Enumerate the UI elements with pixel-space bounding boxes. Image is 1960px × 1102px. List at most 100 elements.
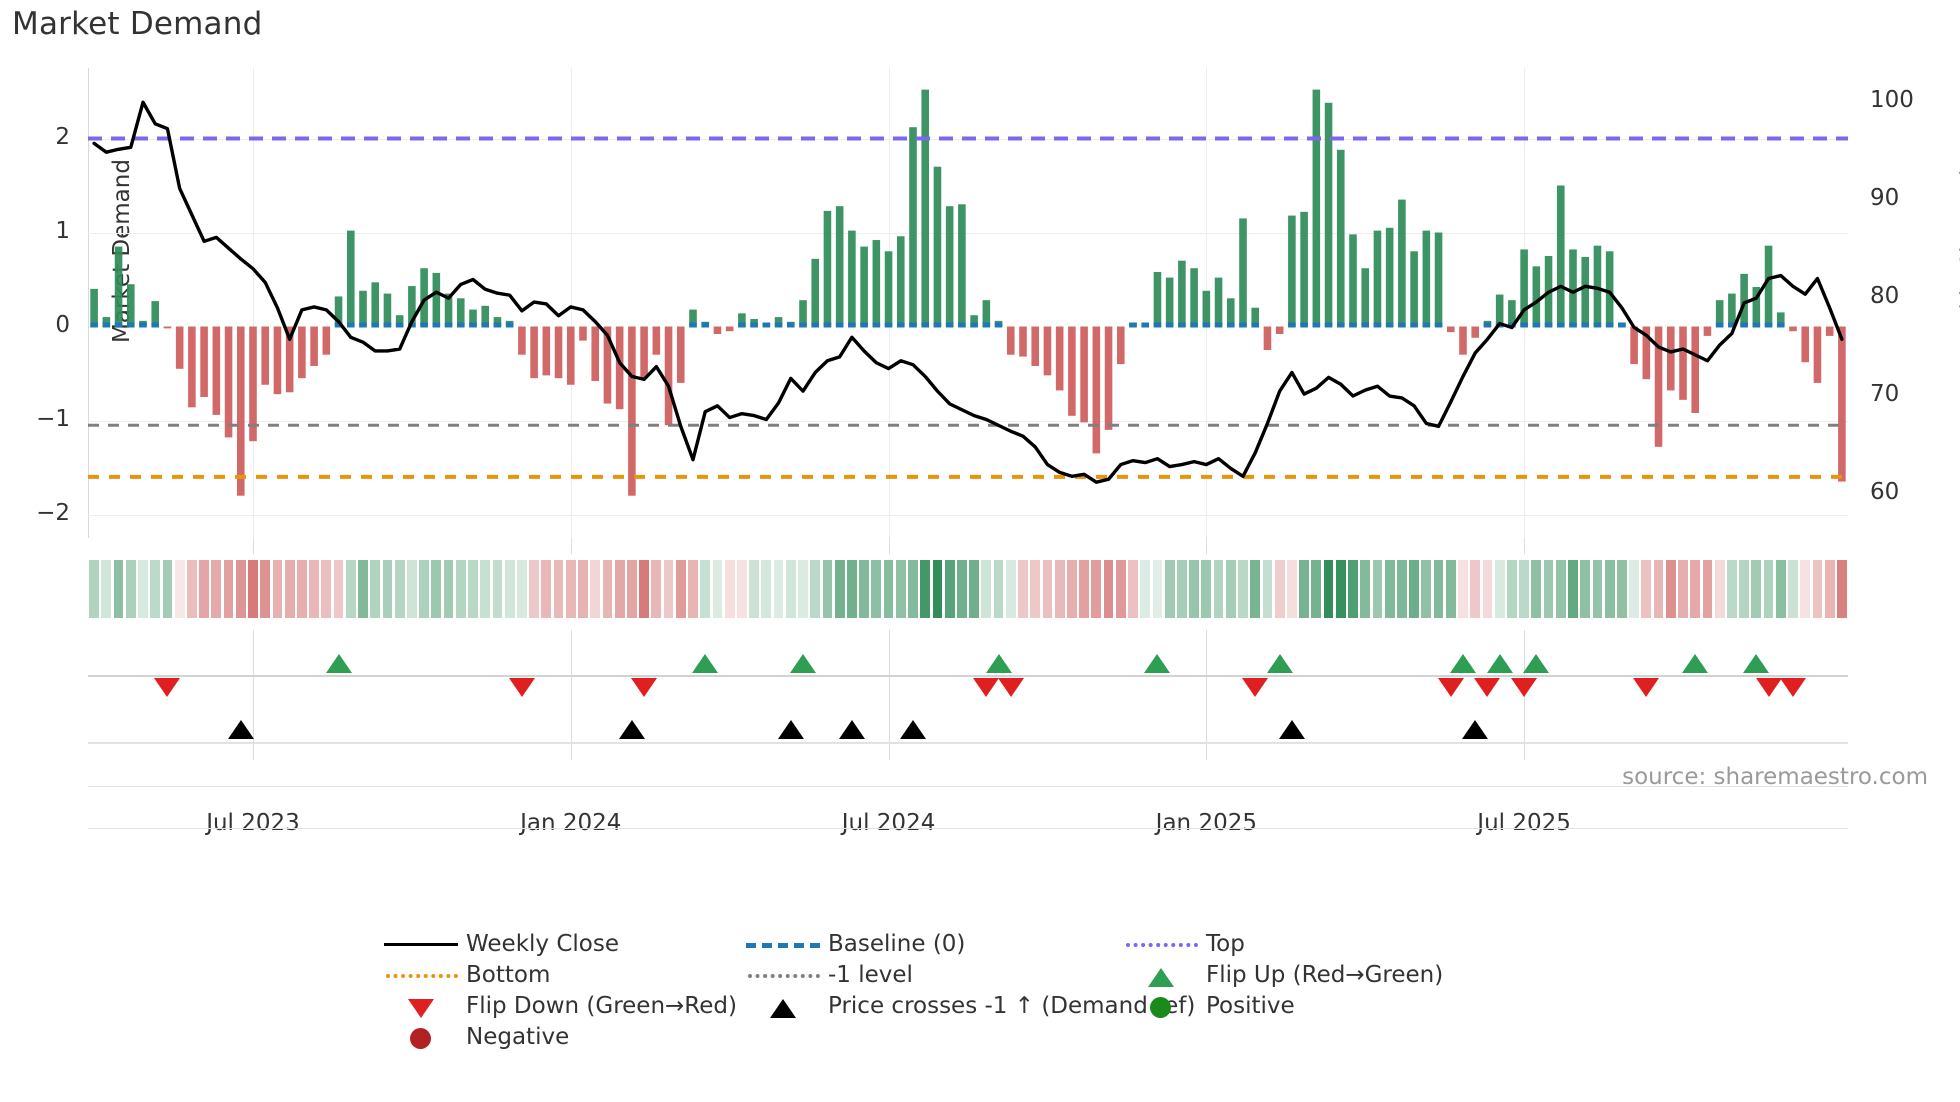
flip-down-marker — [1242, 678, 1269, 697]
demand-bar — [1031, 326, 1040, 366]
demand-bar — [1263, 326, 1272, 350]
demand-bar — [1019, 326, 1027, 357]
demand-bar — [566, 326, 575, 385]
baseline-marker — [1251, 322, 1260, 328]
demand-bar — [982, 300, 991, 327]
heatmap-cell — [1335, 560, 1346, 618]
legend-item[interactable]: Flip Down (Green→Red) — [380, 987, 737, 1025]
heatmap-cell — [1177, 560, 1187, 618]
y-tick-label-right: 60 — [1870, 478, 1900, 505]
heatmap-cell — [101, 560, 112, 618]
baseline-marker — [1129, 322, 1137, 328]
demand-bar — [408, 286, 416, 327]
demand-bar — [188, 326, 196, 408]
demand-bar — [1410, 251, 1418, 327]
demand-bar — [1532, 266, 1541, 327]
minus-one-dotted-icon — [748, 974, 820, 978]
baseline-marker — [982, 322, 991, 328]
legend-item[interactable]: Baseline (0) — [742, 925, 965, 963]
baseline-marker — [1520, 322, 1528, 328]
heatmap-cell — [724, 560, 735, 618]
demand-bar — [1666, 326, 1675, 391]
divider-line-2 — [88, 828, 1848, 829]
marker-panel — [88, 630, 1848, 760]
demand-bar — [432, 272, 441, 327]
heatmap-cell — [260, 560, 271, 618]
heatmap-cell — [773, 560, 784, 618]
demand-bar — [1471, 326, 1480, 338]
legend-item[interactable]: Flip Up (Red→Green) — [1120, 956, 1443, 994]
legend-item[interactable]: -1 level — [742, 956, 913, 994]
demand-bar — [725, 326, 734, 332]
legend-item[interactable]: Bottom — [380, 956, 550, 994]
baseline-marker — [102, 322, 111, 328]
heatmap-cell — [199, 560, 209, 618]
demand-bar — [799, 300, 807, 327]
legend-item[interactable]: Weekly Close — [380, 925, 619, 963]
flip-up-marker — [985, 654, 1012, 673]
heatmap-cell — [785, 560, 796, 618]
baseline-marker — [750, 322, 758, 328]
source-attribution: source: sharemaestro.com — [1622, 764, 1928, 790]
demand-bar — [738, 313, 746, 327]
demand-bar — [860, 246, 868, 327]
baseline-marker — [823, 322, 832, 328]
heatmap-cell — [895, 560, 906, 618]
baseline-marker — [1178, 322, 1186, 328]
demand-bar — [1825, 326, 1834, 336]
demand-bar — [1153, 271, 1162, 327]
legend-item[interactable]: Positive — [1120, 987, 1295, 1025]
top-dotted-icon — [1126, 943, 1198, 947]
demand-bar — [1202, 290, 1211, 327]
flip-up-marker — [1682, 654, 1709, 673]
heatmap-cell — [590, 560, 601, 618]
heatmap-cell — [504, 560, 515, 618]
demand-bar — [90, 288, 98, 327]
baseline-marker — [395, 322, 404, 328]
price-cross-marker — [618, 720, 645, 739]
gridline — [88, 232, 1848, 234]
heatmap-cell — [700, 560, 711, 618]
demand-bar — [126, 284, 135, 327]
heatmap-cell — [1592, 560, 1603, 618]
baseline-marker — [334, 322, 343, 328]
legend-item[interactable]: Top — [1120, 925, 1245, 963]
demand-bar — [200, 326, 208, 397]
legend-item[interactable]: Negative — [380, 1018, 569, 1056]
demand-bar — [1055, 326, 1064, 391]
demand-bar — [518, 326, 526, 355]
triangle-down-red-icon — [408, 999, 434, 1018]
weekly-close-line — [92, 100, 1844, 484]
legend-item[interactable]: Price crosses -1 ↑ (Demand ref) — [742, 987, 1195, 1025]
baseline-marker — [1202, 322, 1211, 328]
heatmap-cell — [1409, 560, 1419, 618]
heatmap-cell — [333, 560, 344, 618]
heatmap-cell — [1568, 560, 1578, 618]
demand-bar — [1446, 326, 1455, 333]
heatmap-cell — [834, 560, 845, 618]
heatmap-cell — [1140, 560, 1151, 618]
demand-bar — [1080, 326, 1088, 423]
baseline-marker — [909, 322, 917, 328]
heatmap-cell — [627, 560, 637, 618]
flip-up-marker — [790, 654, 816, 673]
heatmap-cell — [541, 560, 552, 618]
baseline-marker — [1141, 322, 1150, 328]
heatmap-cell — [321, 560, 332, 618]
heatmap-cell — [944, 560, 955, 618]
x-tick-mark — [570, 630, 572, 760]
demand-bar — [1642, 326, 1651, 380]
legend-label: Negative — [466, 1024, 570, 1050]
demand-bar — [896, 236, 905, 327]
heatmap-cell — [211, 560, 222, 618]
flip-up-marker — [325, 654, 352, 673]
baseline-marker — [1153, 322, 1162, 328]
demand-bar — [236, 326, 245, 496]
heatmap-cell — [1115, 560, 1126, 618]
flip-down-marker — [1474, 678, 1501, 697]
demand-bar — [1495, 294, 1504, 327]
price-cross-marker — [838, 720, 865, 739]
x-tick-mark — [253, 538, 254, 554]
baseline-marker — [1239, 322, 1247, 328]
demand-bar — [102, 317, 111, 327]
